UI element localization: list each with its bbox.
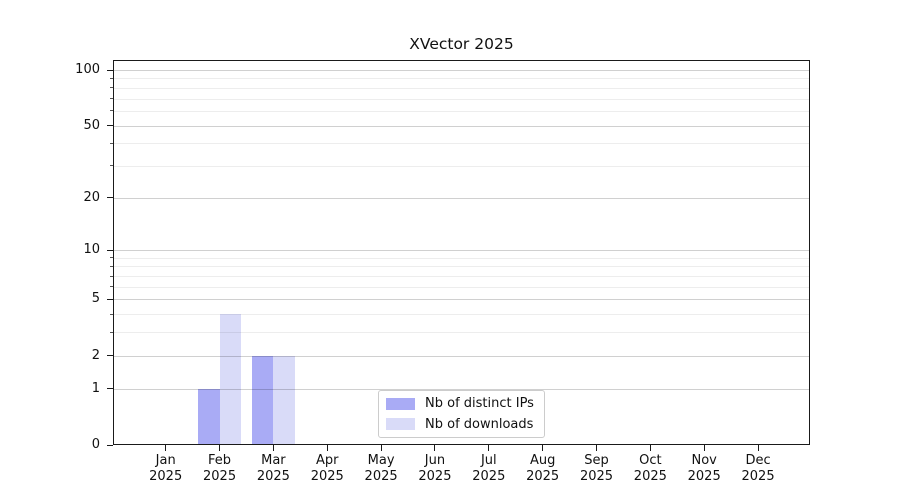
x-tick-mark	[649, 445, 651, 451]
y-minor-tick-mark	[110, 286, 113, 288]
x-tick-label-jan: Jan 2025	[149, 453, 183, 484]
x-tick-mark	[488, 445, 490, 451]
x-tick-mark	[380, 445, 382, 451]
x-tick-label-feb: Feb 2025	[203, 453, 237, 484]
y-gridline-minor	[114, 110, 809, 112]
x-tick-mark	[272, 445, 274, 451]
bar-downloads-1	[219, 314, 242, 444]
x-tick-mark	[326, 445, 328, 451]
y-minor-tick-mark	[110, 331, 113, 333]
bar-distinct-ips-2	[251, 355, 274, 444]
y-gridline-minor	[114, 257, 809, 259]
downloads-swatch-icon	[386, 418, 415, 431]
y-minor-tick-mark	[110, 142, 113, 144]
x-tick-label-nov: Nov 2025	[687, 453, 721, 484]
y-gridline-minor	[114, 78, 809, 80]
y-gridline-major	[114, 250, 809, 252]
x-tick-mark	[219, 445, 221, 451]
y-tick-label: 2	[91, 347, 100, 363]
y-gridline-major	[114, 388, 809, 390]
x-tick-mark	[165, 445, 167, 451]
plot-area	[113, 60, 810, 445]
x-tick-mark	[596, 445, 597, 451]
y-tick-mark	[107, 388, 113, 390]
y-gridline-major	[114, 125, 809, 127]
distinct-ips-swatch-icon	[386, 397, 415, 410]
y-minor-tick-mark	[110, 77, 113, 79]
y-tick-mark	[107, 197, 113, 199]
y-tick-mark	[107, 298, 113, 300]
x-tick-label-apr: Apr 2025	[310, 453, 344, 484]
x-tick-label-oct: Oct 2025	[633, 453, 667, 484]
y-minor-tick-mark	[110, 275, 113, 277]
y-gridline-minor	[114, 314, 809, 316]
y-gridline-minor	[114, 87, 809, 89]
y-minor-tick-mark	[110, 313, 113, 315]
x-tick-label-aug: Aug 2025	[526, 453, 560, 484]
y-gridline-minor	[114, 143, 809, 145]
bar-distinct-ips-1	[197, 388, 220, 444]
x-tick-mark	[542, 445, 544, 451]
y-minor-tick-mark	[110, 98, 113, 100]
y-gridline-major	[114, 70, 809, 71]
x-tick-mark	[757, 445, 759, 451]
y-tick-mark	[107, 249, 113, 251]
y-tick-label: 50	[83, 117, 100, 133]
y-gridline-major	[114, 355, 809, 357]
y-gridline-minor	[114, 98, 809, 100]
legend-label-distinct-ips: Nb of distinct IPs	[425, 396, 534, 412]
legend: Nb of distinct IPs Nb of downloads	[378, 390, 545, 438]
x-tick-mark	[703, 445, 705, 451]
y-tick-label: 5	[91, 291, 100, 307]
x-tick-label-mar: Mar 2025	[256, 453, 290, 484]
y-gridline-minor	[114, 266, 809, 268]
y-minor-tick-mark	[110, 265, 113, 267]
y-tick-label: 100	[75, 62, 100, 77]
y-minor-tick-mark	[110, 257, 113, 259]
chart-title: XVector 2025	[409, 35, 514, 53]
y-gridline-minor	[114, 332, 809, 334]
y-minor-tick-mark	[110, 165, 113, 167]
x-tick-label-jun: Jun 2025	[418, 453, 452, 484]
x-tick-label-may: May 2025	[364, 453, 398, 484]
y-gridline-minor	[114, 286, 809, 288]
y-tick-mark	[107, 444, 113, 446]
y-tick-mark	[107, 69, 113, 71]
x-tick-mark	[434, 445, 436, 451]
legend-label-downloads: Nb of downloads	[425, 416, 534, 432]
legend-item-distinct-ips: Nb of distinct IPs	[386, 396, 544, 411]
x-tick-label-dec: Dec 2025	[741, 453, 775, 484]
y-gridline-minor	[114, 165, 809, 167]
y-gridline-minor	[114, 276, 809, 278]
y-gridline-major	[114, 299, 809, 301]
x-tick-label-jul: Jul 2025	[472, 453, 506, 484]
y-minor-tick-mark	[110, 87, 113, 89]
legend-item-downloads: Nb of downloads	[386, 417, 544, 432]
y-tick-label: 10	[83, 242, 100, 258]
y-gridline-major	[114, 197, 809, 199]
x-tick-label-sep: Sep 2025	[579, 453, 614, 484]
y-tick-label: 20	[83, 189, 100, 205]
y-tick-mark	[107, 355, 113, 357]
y-tick-label: 1	[91, 380, 100, 396]
y-tick-mark	[107, 125, 113, 127]
bar-downloads-2	[273, 355, 296, 444]
y-minor-tick-mark	[110, 110, 113, 112]
y-tick-label: 0	[91, 437, 100, 452]
